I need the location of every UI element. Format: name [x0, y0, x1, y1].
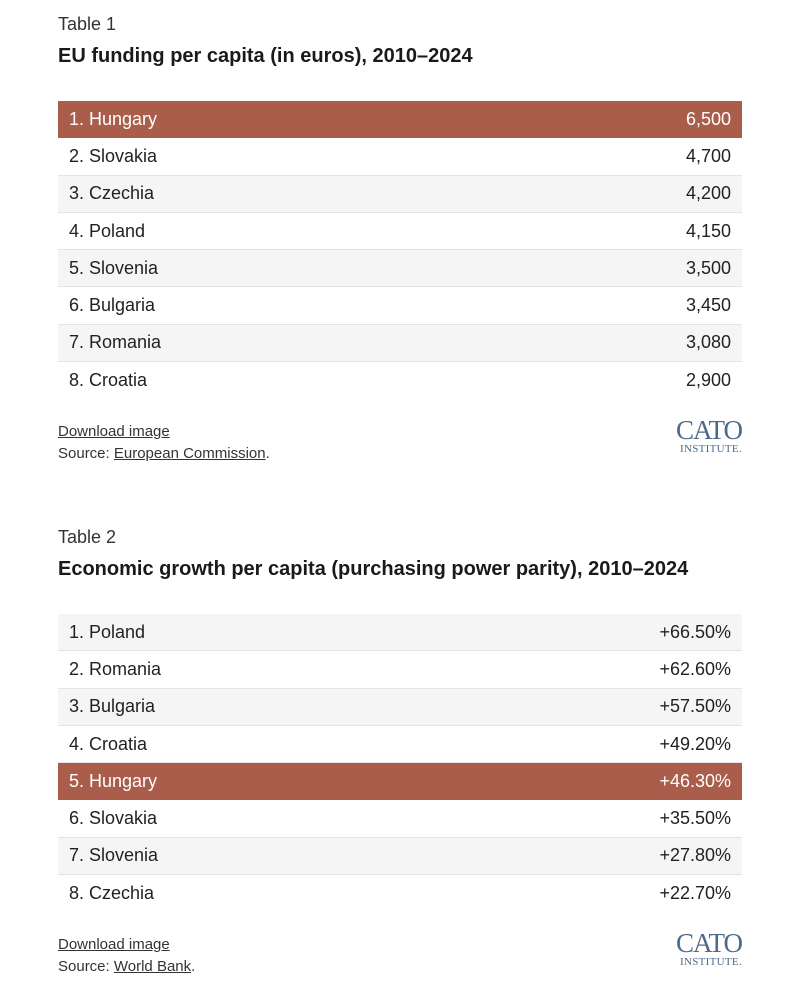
row-value: +62.60%	[659, 658, 731, 679]
source-link[interactable]: European Commission	[113, 445, 266, 463]
table-row: 1. Hungary 6,500	[58, 101, 742, 139]
row-value: 3,080	[685, 332, 731, 353]
row-country: 2. Slovakia	[69, 145, 158, 166]
table-2-label: Table 2	[58, 527, 117, 547]
source-prefix: Source:	[58, 958, 114, 976]
row-value: +66.50%	[659, 621, 731, 642]
table-row: 5. Slovenia 3,500	[58, 250, 742, 288]
table-1-section: Table 1 EU funding per capita (in euros)…	[58, 12, 743, 465]
row-value: 4,150	[685, 220, 731, 241]
row-country: 5. Hungary	[69, 770, 158, 791]
row-country: 8. Croatia	[69, 370, 148, 391]
logo-subtitle: INSTITUTE.	[680, 443, 742, 456]
row-value: 3,500	[685, 257, 731, 278]
logo-subtitle: INSTITUTE.	[680, 956, 742, 969]
row-value: +49.20%	[659, 733, 731, 754]
table-2-footer: Download image Source: World Bank. CATO …	[58, 930, 743, 978]
row-value: +57.50%	[659, 696, 731, 717]
row-value: +35.50%	[659, 808, 731, 829]
table-1-label: Table 1	[58, 14, 117, 34]
row-country: 8. Czechia	[69, 883, 155, 904]
table-row: 5. Hungary +46.30%	[58, 763, 742, 801]
table-row: 7. Romania 3,080	[58, 324, 742, 363]
table-row: 8. Croatia 2,900	[58, 362, 742, 400]
table-row: 7. Slovenia +27.80%	[58, 837, 742, 876]
row-value: 6,500	[685, 108, 731, 129]
table-2-section: Table 2 Economic growth per capita (purc…	[58, 525, 743, 978]
table-row: 4. Croatia +49.20%	[58, 725, 742, 764]
table-row: 4. Poland 4,150	[58, 212, 742, 251]
row-country: 6. Bulgaria	[69, 295, 156, 316]
table-row: 1. Poland +66.50%	[58, 614, 742, 652]
row-country: 3. Czechia	[69, 183, 155, 204]
table-row: 6. Bulgaria 3,450	[58, 287, 742, 325]
table-row: 3. Czechia 4,200	[58, 175, 742, 213]
table-row: 3. Bulgaria +57.50%	[58, 688, 742, 726]
table-row: 6. Slovakia +35.50%	[58, 800, 742, 838]
download-image-link[interactable]: Download image	[58, 936, 170, 954]
row-country: 7. Slovenia	[69, 845, 159, 866]
source-line: Source: European Commission.	[58, 443, 742, 465]
row-value: +22.70%	[659, 883, 731, 904]
download-image-link[interactable]: Download image	[58, 423, 170, 441]
source-suffix: .	[265, 445, 270, 463]
table-1-rows: 1. Hungary 6,500 2. Slovakia 4,700 3. Czec…	[58, 101, 742, 400]
source-prefix: Source:	[58, 445, 114, 463]
row-country: 1. Poland	[69, 621, 146, 642]
table-row: 2. Slovakia 4,700	[58, 138, 742, 176]
table-2-rows: 1. Poland +66.50% 2. Romania +62.60% 3. Bu…	[58, 614, 742, 913]
row-value: +27.80%	[659, 845, 731, 866]
row-country: 4. Croatia	[69, 733, 148, 754]
row-country: 1. Hungary	[69, 108, 158, 129]
source-line: Source: World Bank.	[58, 956, 742, 978]
row-value: 2,900	[685, 370, 731, 391]
table-1-footer: Download image Source: European Commissi…	[58, 417, 743, 465]
source-link[interactable]: World Bank	[113, 958, 192, 976]
row-value: +46.30%	[659, 770, 731, 791]
table-row: 2. Romania +62.60%	[58, 651, 742, 689]
table-2-title: Economic growth per capita (purchasing p…	[58, 558, 689, 580]
cato-logo: CATO INSTITUTE.	[670, 415, 743, 457]
row-country: 3. Bulgaria	[69, 696, 156, 717]
row-country: 7. Romania	[69, 332, 162, 353]
cato-logo: CATO INSTITUTE.	[670, 928, 743, 970]
row-value: 4,700	[685, 145, 731, 166]
source-suffix: .	[191, 958, 196, 976]
row-value: 4,200	[685, 183, 731, 204]
logo-wordmark: CATO	[675, 928, 743, 959]
row-country: 4. Poland	[69, 220, 146, 241]
row-value: 3,450	[685, 295, 731, 316]
row-country: 5. Slovenia	[69, 257, 159, 278]
table-1-title: EU funding per capita (in euros), 2010–2…	[58, 45, 473, 67]
table-row: 8. Czechia +22.70%	[58, 875, 742, 913]
row-country: 6. Slovakia	[69, 808, 158, 829]
logo-wordmark: CATO	[675, 415, 743, 446]
row-country: 2. Romania	[69, 658, 162, 679]
